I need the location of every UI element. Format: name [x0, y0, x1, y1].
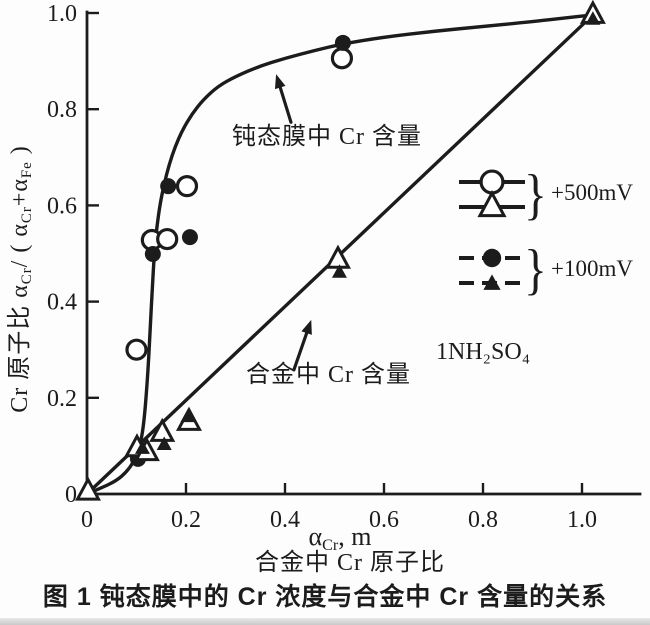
- x-axis-title: αCr, m: [308, 522, 372, 554]
- legend-marker-+500mV-circle-open: [479, 169, 505, 195]
- annotation-arrow-alloy: [292, 331, 309, 372]
- marker-alloy-Cr-100mV: [331, 264, 347, 278]
- legend-label-100mV: +100mV: [551, 256, 633, 281]
- y-tick-label: 1.0: [47, 1, 77, 27]
- legend-marker-+100mV-circle-filled: [482, 248, 502, 268]
- y-tick-label: 0: [65, 482, 77, 508]
- annotation-alloy-label: 合金中 Cr 含量: [246, 362, 411, 388]
- marker-alloy-Cr-100mV: [585, 11, 601, 25]
- annotation-arrow-film: [278, 85, 293, 124]
- legend-brace-500mV: }: [524, 164, 547, 226]
- y-axis-title: Cr 原子比 αCr/ ( αCr+αFe ): [7, 145, 36, 413]
- marker-alloy-Cr-100mV: [156, 436, 172, 450]
- legend-marker-+100mV-triangle-filled: [483, 274, 501, 290]
- marker-alloy-Cr-100mV: [134, 440, 150, 454]
- marker-passive-film-Cr-100mV: [334, 34, 351, 51]
- axis-frame: [85, 10, 642, 496]
- annotation-arrowhead-film: [274, 74, 286, 90]
- y-tick-label: 0.8: [47, 97, 77, 123]
- marker-passive-film-Cr-500mV: [330, 47, 354, 70]
- legend-marker-+500mV-triangle-open: [477, 190, 507, 218]
- y-tick-label: 0.2: [47, 386, 77, 412]
- annotation-passive-film-label: 钝态膜中 Cr 含量: [232, 124, 422, 150]
- x-tick-label: 0.4: [270, 507, 300, 533]
- x-tick-label: 0.6: [369, 507, 399, 533]
- y-tick-label: 0.4: [47, 290, 77, 316]
- legend-label-500mV: +500mV: [551, 180, 633, 205]
- marker-passive-film-Cr-500mV: [175, 175, 199, 198]
- x-tick-label: 1.0: [567, 507, 597, 533]
- legend-brace-100mV: }: [524, 239, 547, 301]
- annotation-arrowhead-alloy: [301, 319, 312, 335]
- x-tick-label: 0: [81, 507, 93, 533]
- x-axis-subtitle: 合金中 Cr 原子比: [255, 550, 445, 576]
- electrolyte-label: 1NH₂SO₄: [436, 339, 531, 365]
- marker-passive-film-Cr-500mV: [125, 338, 148, 361]
- marker-alloy-Cr-100mV: [180, 408, 196, 423]
- x-tick-label: 0.2: [171, 507, 201, 533]
- y-tick-label: 0.6: [47, 193, 77, 219]
- x-tick-label: 0.8: [468, 507, 498, 533]
- marker-passive-film-Cr-100mV: [160, 178, 177, 195]
- marker-passive-film-Cr-500mV: [156, 227, 179, 251]
- marker-alloy-Cr-500mV: [74, 476, 102, 501]
- figure-caption: 图 1 钝态膜中的 Cr 浓度与合金中 Cr 含量的关系: [42, 583, 608, 611]
- scan-edge-band: [0, 618, 650, 625]
- marker-passive-film-Cr-100mV: [144, 245, 161, 262]
- marker-passive-film-Cr-100mV: [181, 229, 198, 246]
